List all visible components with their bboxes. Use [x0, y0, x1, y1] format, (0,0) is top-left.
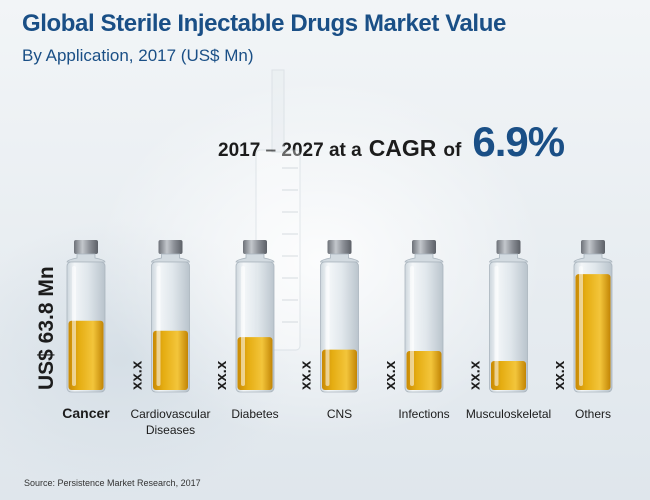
vial-5: xx.x Infections [382, 240, 450, 421]
syringe-plunger [271, 69, 285, 153]
data-label: xx.x [129, 360, 146, 390]
vial-neck [489, 253, 528, 263]
vial-highlight [410, 266, 414, 386]
bar-diabetes [237, 337, 273, 390]
vial-cap [243, 240, 267, 254]
cagr-keyword: CAGR [368, 135, 437, 161]
bar-cns [322, 349, 357, 390]
vial-7: xx.x Others [551, 240, 613, 421]
vial-highlight [325, 266, 330, 386]
data-label: xx.x [298, 360, 315, 390]
category-label: Cancer [62, 405, 110, 421]
chart-subtitle: By Application, 2017 (US$ Mn) [22, 46, 254, 65]
category-label: Others [575, 407, 611, 421]
bar-infections [406, 350, 442, 390]
vial-highlight [72, 266, 76, 386]
vial-highlight [579, 266, 583, 386]
vial-neck [235, 253, 275, 263]
vial-neck [320, 253, 359, 263]
cagr-of: of [443, 140, 462, 161]
data-label: xx.x [382, 360, 399, 390]
vial-neck [151, 253, 190, 263]
data-label: xx.x [551, 360, 568, 390]
bar-cardiovascular-diseases [153, 330, 188, 390]
data-label: US$ 63.8 Mn [35, 266, 58, 390]
vial-cap [74, 240, 98, 254]
chart-title: Global Sterile Injectable Drugs Market V… [22, 10, 506, 37]
vial-highlight [156, 266, 161, 386]
bar-musculoskeletal [491, 361, 526, 390]
vial-highlight [241, 266, 245, 386]
data-label: xx.x [467, 360, 484, 390]
vial-cap [581, 240, 605, 254]
category-label: Cardiovascular Diseases [130, 407, 210, 437]
vial-cap [412, 240, 436, 254]
data-label: xx.x [213, 360, 230, 390]
vial-neck [66, 253, 106, 263]
vial-2: xx.x Cardiovascular Diseases [129, 240, 211, 437]
cagr-callout: 2017 – 2027 at a CAGR of 6.9% [218, 118, 565, 166]
category-label: CNS [327, 407, 352, 421]
vial-neck [404, 253, 444, 263]
bar-others [575, 274, 611, 390]
vial-neck [573, 253, 613, 263]
cagr-prefix: 2017 – 2027 at a [218, 140, 362, 161]
bar-cancer [68, 320, 104, 390]
vial-4: xx.x CNS [298, 240, 359, 421]
vial-body [489, 261, 528, 393]
category-label: Diabetes [231, 407, 278, 421]
vial-cap [496, 240, 521, 254]
vial-6: xx.x Musculoskeletal [466, 240, 551, 421]
category-label: Infections [398, 407, 449, 421]
cagr-value: 6.9% [472, 118, 565, 165]
vial-cap [327, 240, 352, 254]
source-note: Source: Persistence Market Research, 201… [24, 478, 201, 488]
vial-cap [158, 240, 183, 254]
category-label: Musculoskeletal [466, 407, 551, 421]
vial-3: xx.x Diabetes [213, 240, 279, 421]
vial-highlight [494, 266, 499, 386]
